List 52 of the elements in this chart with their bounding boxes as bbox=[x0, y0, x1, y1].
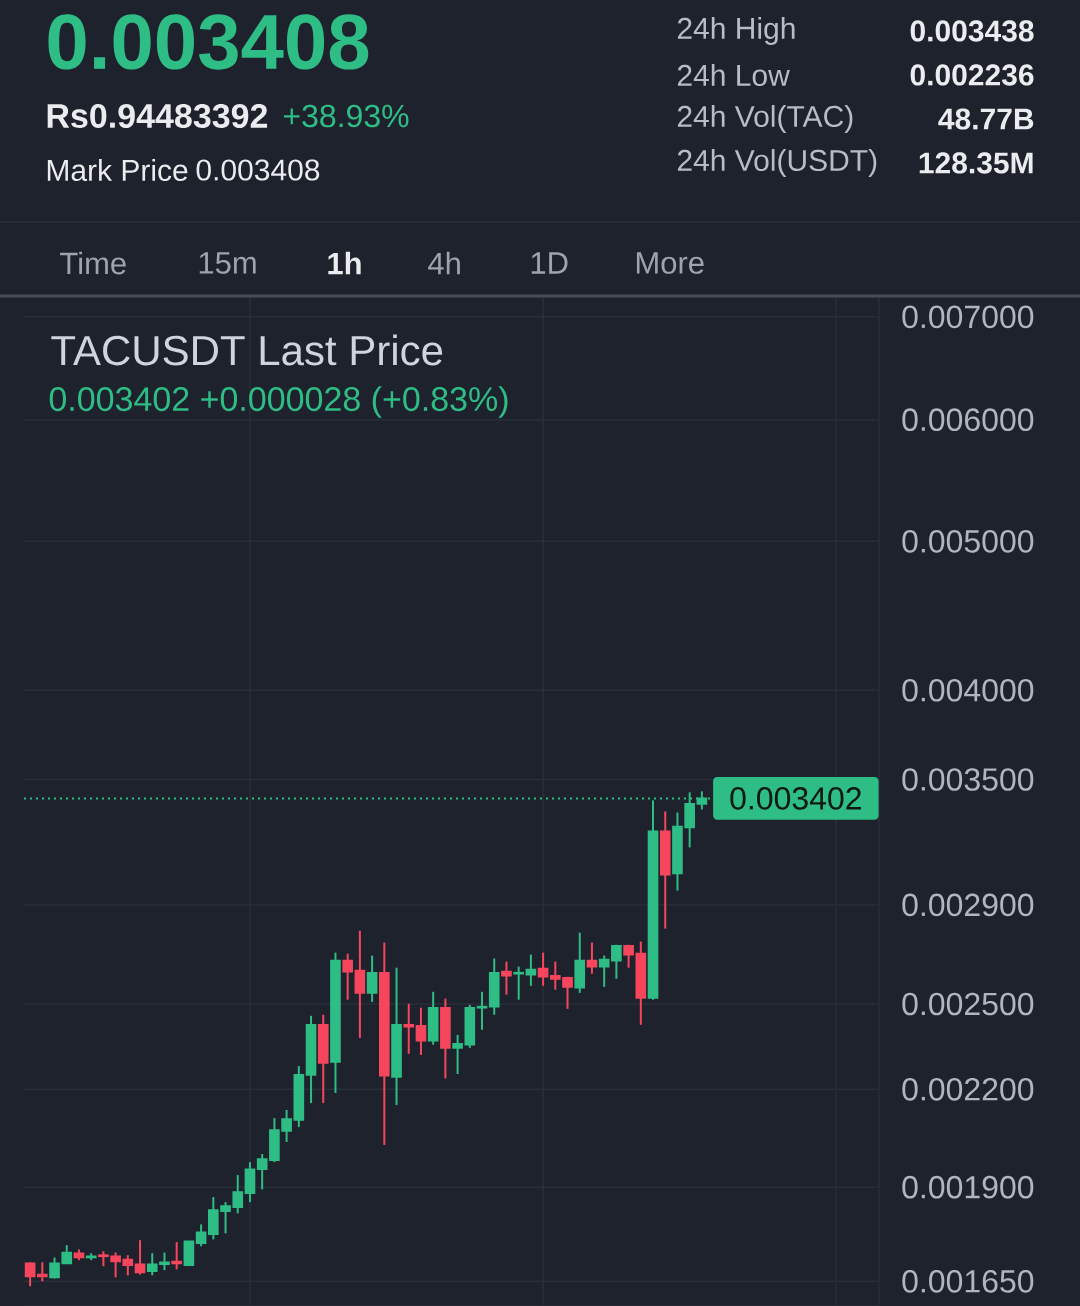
y-tick-label: 0.006000 bbox=[902, 408, 1034, 432]
candlestick bbox=[342, 952, 353, 1001]
text: 0.003438 bbox=[910, 20, 1034, 42]
text: 4h bbox=[428, 251, 460, 275]
text: 128.35M bbox=[919, 152, 1033, 174]
candlestick bbox=[195, 1223, 207, 1248]
candlestick bbox=[476, 990, 488, 1031]
y-tick-label: 0.002200 bbox=[902, 1077, 1034, 1101]
text: Time bbox=[60, 251, 126, 275]
candlestick bbox=[513, 965, 524, 1001]
candlestick bbox=[37, 1261, 48, 1283]
text: 48.77B bbox=[938, 108, 1034, 130]
text: 1D bbox=[531, 252, 568, 274]
text: 15m bbox=[199, 252, 256, 274]
y-tick-label: 0.001900 bbox=[902, 1175, 1034, 1199]
candlestick bbox=[171, 1241, 182, 1271]
y-tick-label: 0.004000 bbox=[902, 678, 1034, 702]
candlestick bbox=[611, 943, 622, 980]
candlestick bbox=[403, 1002, 415, 1055]
text: 0.002236 bbox=[910, 64, 1034, 86]
text: 24h Low bbox=[677, 63, 790, 87]
y-tick-label: 0.001650 bbox=[902, 1270, 1034, 1293]
candlestick bbox=[122, 1254, 134, 1277]
ref-line-label: 0.003402 bbox=[730, 787, 861, 810]
text: 24h Vol(USDT) bbox=[677, 149, 877, 177]
text: 0.003408 bbox=[48, 14, 369, 70]
text: 24h Vol(TAC) bbox=[677, 105, 853, 133]
candlestick bbox=[598, 954, 610, 988]
text: TACUSDT Last Price bbox=[51, 334, 443, 366]
y-tick-label: 0.002500 bbox=[902, 992, 1034, 1016]
text: 1h bbox=[328, 251, 361, 275]
text: Mark Price bbox=[47, 158, 188, 182]
text: Rs0.94483392 bbox=[47, 103, 268, 129]
text: 0.003408 bbox=[196, 159, 320, 181]
y-tick-label: 0.005000 bbox=[902, 530, 1034, 553]
candlestick bbox=[366, 954, 378, 1003]
candlestick bbox=[24, 1261, 36, 1288]
y-tick-label: 0.003500 bbox=[902, 768, 1034, 791]
y-tick-label: 0.002900 bbox=[902, 893, 1034, 917]
candlestick bbox=[354, 929, 366, 1039]
text: 24h High bbox=[677, 17, 795, 45]
candlestick bbox=[501, 960, 512, 996]
candlestick bbox=[244, 1161, 256, 1204]
text: More bbox=[636, 252, 704, 274]
candlestick bbox=[537, 951, 549, 987]
candlestick bbox=[134, 1239, 146, 1276]
candlestick bbox=[415, 1006, 427, 1056]
text: 0.003402 +0.000028 (+0.83%) bbox=[49, 386, 508, 418]
candlestick bbox=[256, 1153, 268, 1191]
y-tick-label: 0.007000 bbox=[902, 305, 1034, 329]
candlestick bbox=[525, 953, 537, 987]
text: +38.93% bbox=[283, 104, 409, 128]
